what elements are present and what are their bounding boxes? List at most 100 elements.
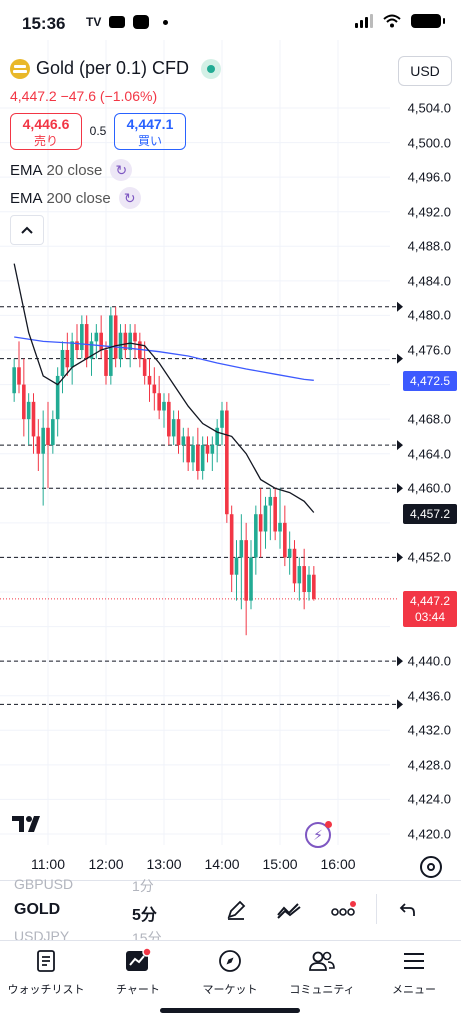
nav-watchlist[interactable]: ウォッチリスト — [0, 947, 92, 997]
nav-menu[interactable]: メニュー — [368, 947, 460, 997]
last-price-value: 4,447.2 — [409, 594, 451, 608]
nav-label: チャート — [116, 984, 160, 996]
indicator-params: 200 close — [46, 189, 111, 207]
nav-label: メニュー — [392, 984, 436, 996]
candle-body — [167, 401, 171, 437]
watchlist-icon — [0, 947, 92, 975]
candle-body — [128, 332, 132, 350]
indicator-name: EMA — [10, 189, 43, 207]
home-indicator[interactable] — [160, 1008, 300, 1013]
candle-body — [55, 375, 60, 420]
lightning-icon[interactable]: ⚡ — [305, 821, 332, 848]
candle-body — [278, 522, 282, 532]
refresh-icon[interactable]: ↻ — [110, 159, 133, 181]
price-tick-label: 4,452.0 — [407, 549, 451, 565]
candle-body — [263, 505, 268, 532]
price-tick-label: 4,488.0 — [407, 238, 451, 254]
community-icon — [276, 947, 368, 975]
candle-body — [171, 419, 176, 437]
candle-body — [142, 358, 147, 376]
collapse-legend-button[interactable] — [10, 215, 44, 245]
refresh-icon[interactable]: ↻ — [118, 187, 141, 209]
symbol-header[interactable]: Gold (per 0.1) CFD — [10, 58, 222, 79]
more-button[interactable] — [328, 897, 358, 923]
sell-label: 売り — [33, 134, 58, 148]
price-change-line: 4,447.2 −47.6 (−1.06%) — [10, 88, 158, 104]
symbol-name[interactable]: Gold (per 0.1) CFD — [36, 58, 190, 78]
horizontal-line-marker — [397, 353, 403, 364]
candle-body — [75, 341, 79, 350]
chart-icon — [92, 947, 184, 975]
candles — [12, 306, 316, 636]
buy-button[interactable]: 4,447.1 買い — [114, 113, 186, 150]
candle-body — [258, 514, 263, 532]
status-time: 15:36 — [22, 14, 66, 33]
price-tick-label: 4,504.0 — [407, 100, 451, 116]
candle-body — [239, 540, 244, 558]
candle-body — [268, 496, 273, 506]
nav-label: ウォッチリスト — [7, 984, 85, 996]
candle-body — [89, 341, 94, 359]
candle-body — [84, 324, 89, 359]
price-tick-label: 4,420.0 — [407, 826, 451, 842]
candle-body — [123, 332, 128, 350]
gold-symbol-icon — [10, 58, 30, 79]
candle-body — [70, 341, 74, 368]
time-tick-label: 11:00 — [31, 856, 65, 872]
candle-body — [104, 350, 108, 376]
indicators-button[interactable] — [274, 897, 304, 923]
status-notification-icons: TV — [86, 15, 169, 29]
toolbar-divider — [376, 894, 377, 924]
indicator-name: EMA — [10, 161, 43, 179]
mail-icon — [109, 16, 126, 28]
candle-body — [297, 566, 302, 584]
timeframe-picker-current[interactable]: 5分 — [132, 907, 157, 924]
draw-tool-button[interactable] — [221, 897, 251, 923]
symbol-picker-prev[interactable]: GBPUSD — [14, 876, 74, 892]
indicator-legend-ema200[interactable]: EMA 200 close ↻ — [10, 187, 141, 209]
candle-body — [292, 548, 297, 584]
sell-button[interactable]: 4,446.6 売り — [10, 113, 82, 150]
spread-value: 0.5 — [89, 124, 107, 138]
price-chart[interactable] — [0, 0, 461, 880]
timeframe-picker-prev[interactable]: 1分 — [132, 878, 154, 894]
compass-icon — [184, 947, 276, 975]
horizontal-line-marker — [397, 483, 403, 494]
market-open-status-icon[interactable] — [201, 58, 222, 79]
chart-settings-icon[interactable] — [420, 856, 442, 878]
time-tick-label: 12:00 — [88, 856, 124, 872]
candle-body — [162, 401, 166, 411]
notification-icon: TV — [86, 15, 102, 29]
candle-body — [80, 324, 84, 350]
indicator-legend-ema20[interactable]: EMA 20 close ↻ — [10, 159, 133, 181]
price-tick-label: 4,492.0 — [407, 204, 451, 220]
chevron-up-icon — [21, 226, 33, 234]
last-price-badge: 4,447.2 03:44 — [403, 591, 457, 627]
candle-body — [215, 427, 219, 446]
horizontal-line-marker — [397, 552, 403, 563]
candle-body — [273, 496, 277, 532]
nav-market[interactable]: マーケット — [184, 947, 276, 997]
horizontal-lines[interactable] — [0, 301, 403, 710]
currency-select[interactable]: USD — [398, 56, 452, 86]
candle-body — [205, 445, 210, 454]
price-tick-label: 4,432.0 — [407, 722, 451, 738]
candle-body — [60, 350, 65, 376]
price-tick-label: 4,424.0 — [407, 791, 451, 807]
candle-body — [200, 445, 205, 471]
price-tick-label: 4,484.0 — [407, 273, 451, 289]
nav-chart[interactable]: チャート — [92, 947, 184, 997]
time-tick-label: 15:00 — [262, 856, 298, 872]
candle-body — [307, 574, 311, 592]
candle-body — [99, 332, 103, 350]
ema-lines — [13, 263, 315, 513]
symbol-picker-current[interactable]: GOLD — [14, 901, 61, 918]
candle-body — [181, 436, 186, 446]
candle-body — [210, 445, 215, 454]
sell-price: 4,446.6 — [22, 116, 70, 132]
candle-body — [157, 393, 161, 411]
time-tick-label: 14:00 — [204, 856, 240, 872]
undo-button[interactable] — [392, 897, 422, 923]
candle-body — [229, 514, 234, 575]
nav-community[interactable]: コミュニティ — [276, 947, 368, 997]
